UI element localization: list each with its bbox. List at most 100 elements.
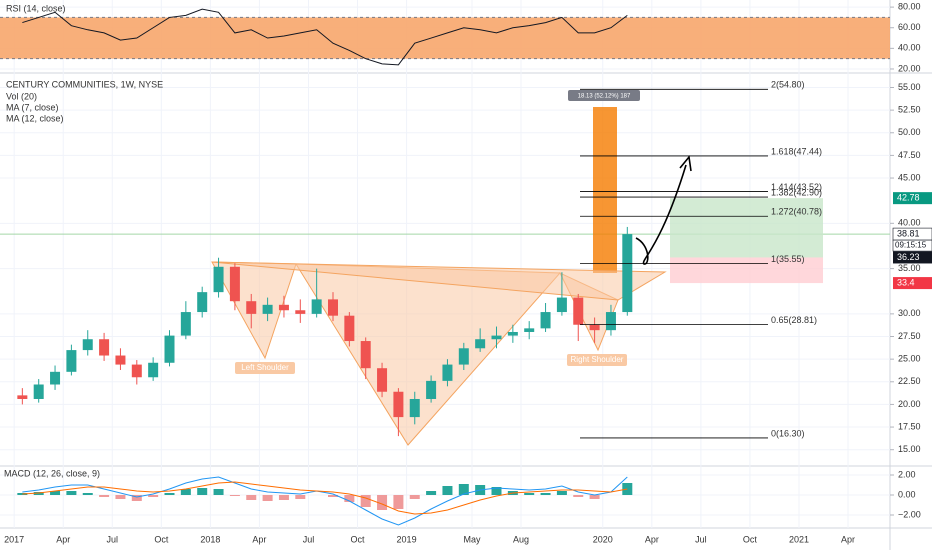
candle-body [475, 339, 486, 349]
macd-histogram [278, 495, 289, 500]
candle-body [507, 331, 518, 336]
price-label-bg [893, 251, 932, 264]
macd-histogram [328, 495, 339, 497]
fib-label: 2(54.80) [771, 80, 805, 90]
candle-body [458, 348, 469, 365]
x-tick-label: 2021 [789, 534, 809, 544]
rsi-title: RSI (14, close) [6, 3, 66, 13]
rsi-line [22, 8, 628, 66]
annotation: Right Shoulder [571, 355, 624, 364]
back-layer [0, 0, 890, 528]
candle-body [33, 384, 44, 399]
macd-histogram [164, 493, 175, 495]
annotation-bg [235, 362, 295, 374]
y-tick-label: 30.00 [898, 308, 921, 318]
candle-body [17, 395, 28, 399]
candle-body [295, 310, 306, 314]
candle-body [99, 339, 110, 356]
macd-histogram [556, 491, 567, 495]
candle-body [50, 371, 61, 385]
indicator-label: MA (7, close) [6, 102, 59, 112]
x-tick-label: Jul [303, 534, 315, 544]
forecast-arrow [635, 164, 687, 265]
fib-label: 1.272(40.78) [771, 207, 822, 217]
macd-histogram [524, 493, 535, 495]
candle-body [605, 312, 616, 331]
fib-label: 0(16.30) [771, 428, 805, 438]
candle-body [66, 350, 77, 372]
candle-body [573, 297, 584, 325]
fib-label: 1.414(43.52) [771, 182, 822, 192]
candle-body [442, 364, 453, 381]
candle-body [393, 391, 404, 418]
price-title: CENTURY COMMUNITIES, 1W, NYSE [6, 79, 163, 89]
candle-body [426, 380, 437, 399]
candle-body [115, 355, 126, 365]
macd-histogram [409, 495, 420, 499]
y-tick-label: 27.50 [898, 331, 921, 341]
arrow-head [679, 155, 692, 172]
candle-body [262, 304, 273, 314]
mid-layer [17, 8, 768, 526]
y-tick-label: 55.00 [898, 82, 921, 92]
rsi-band [0, 17, 890, 59]
candle-body [328, 299, 339, 316]
y-tick-label: 52.50 [898, 105, 921, 115]
candle-body [524, 328, 535, 332]
y-tick-label: 40.00 [898, 218, 921, 228]
candle-body [213, 266, 224, 293]
candle-body [540, 312, 551, 329]
y-tick-label: 60.00 [898, 22, 921, 32]
neckline-shape [211, 261, 667, 301]
candle-body [360, 341, 371, 369]
measure-box [593, 107, 617, 273]
y-tick-label: 17.50 [898, 421, 921, 431]
y-tick-label: 25.00 [898, 354, 921, 364]
macd-histogram [393, 495, 404, 509]
price-label: 38.81 [897, 228, 920, 238]
y-tick-label: 20.00 [898, 63, 921, 73]
price-label: 33.4 [897, 277, 915, 287]
macd-histogram [540, 493, 551, 495]
countdown-bg [892, 239, 932, 252]
macd-title: MACD (12, 26, close, 9) [4, 468, 100, 478]
x-tick-label: Oct [154, 534, 169, 544]
y-tick-label: −2.00 [898, 509, 921, 519]
y-tick-label: 80.00 [898, 1, 921, 11]
candle-body [556, 297, 567, 313]
macd-histogram [344, 495, 355, 502]
y-tick-label: 47.50 [898, 150, 921, 160]
y-tick-label: 0.00 [898, 489, 916, 499]
countdown: 09:15:15 [895, 241, 927, 250]
candle-body [377, 368, 388, 392]
macd-histogram [213, 489, 224, 495]
price-label: 42.78 [897, 193, 920, 203]
price-label-bg [893, 277, 932, 290]
x-tick-label: 2017 [4, 534, 24, 544]
y-tick-label: 50.00 [898, 127, 921, 137]
macd-histogram [426, 491, 437, 495]
candle-body [491, 335, 502, 340]
candle-body [311, 299, 322, 314]
candle-body [589, 324, 600, 331]
y-tick-label: 15.00 [898, 444, 921, 454]
x-tick-label: Aug [513, 534, 529, 544]
x-tick-label: Apr [841, 534, 855, 544]
fib-label: 1.618(47.44) [771, 146, 822, 156]
macd-histogram [377, 495, 388, 510]
x-tick-label: Oct [743, 534, 758, 544]
macd-histogram [82, 493, 93, 495]
annotation-bg [567, 354, 627, 366]
macd-histogram [180, 489, 191, 495]
macd-histogram [491, 487, 502, 495]
macd-histogram [360, 495, 371, 507]
measure-label-bg [568, 90, 640, 101]
fib-label: 0.65(28.81) [771, 315, 817, 325]
candle-body [622, 234, 633, 313]
macd-histogram [131, 495, 142, 501]
macd-histogram [99, 495, 110, 497]
macd-histogram [589, 495, 600, 499]
macd-histogram [66, 491, 77, 495]
macd-histogram [148, 495, 159, 497]
